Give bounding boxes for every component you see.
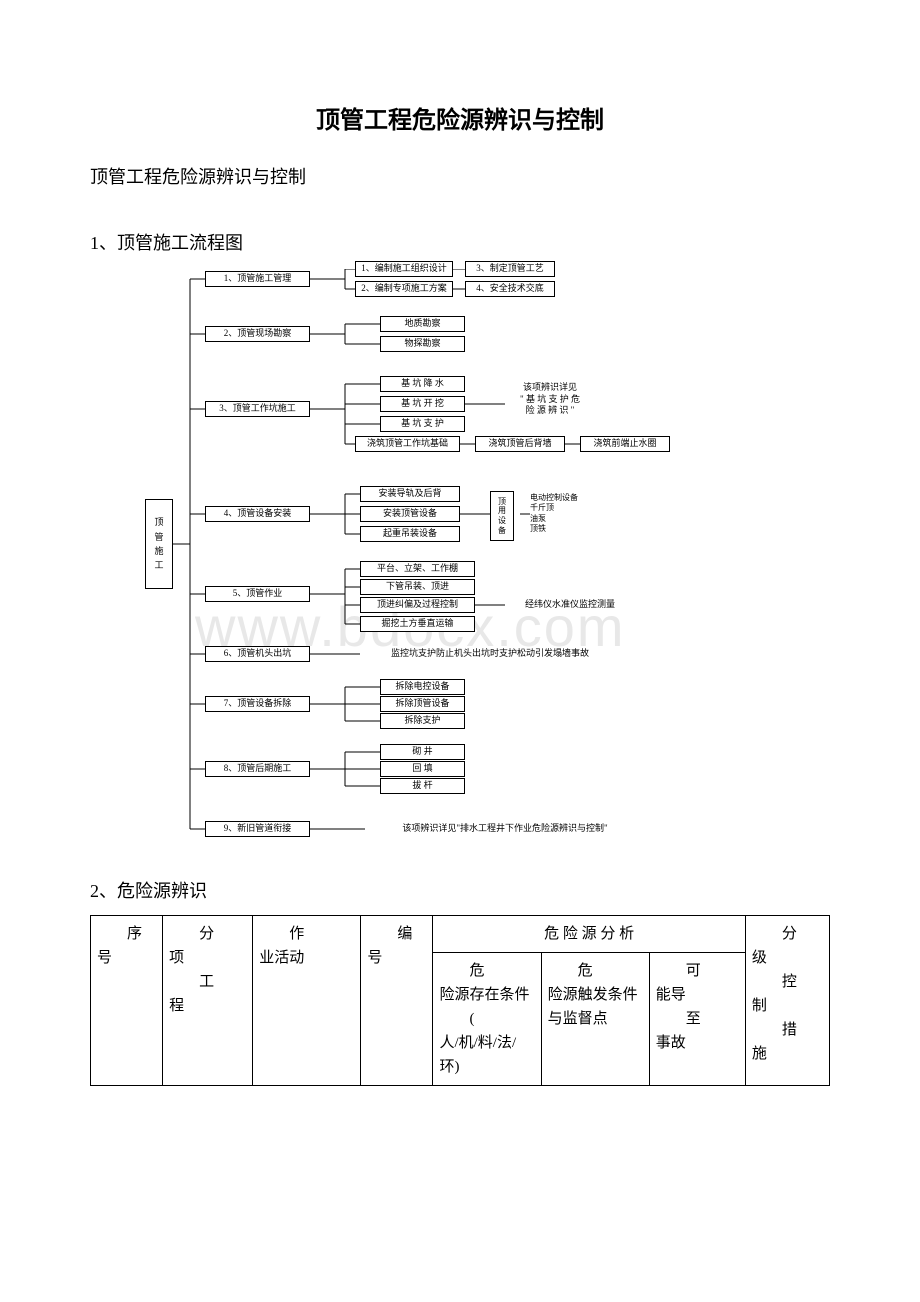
flow-root-char3: 施 <box>154 544 163 558</box>
flow-s1-b: 2、编制专项施工方案 <box>355 281 453 297</box>
th-ctl-2: 控 <box>752 970 823 994</box>
flow-s4-side-1: 顶 <box>498 497 506 507</box>
flow-s8-c: 拔 杆 <box>380 778 465 794</box>
th-cond-1: 危 <box>439 959 534 983</box>
flow-root-char1: 顶 <box>154 515 163 529</box>
th-act-1: 作 <box>259 922 354 946</box>
th-trig-1: 危 <box>548 959 643 983</box>
flow-step-2: 2、顶管现场勘察 <box>205 326 310 342</box>
flow-s5-d: 掘挖土方垂直运输 <box>360 616 475 632</box>
page-title: 顶管工程危险源辨识与控制 <box>90 100 830 135</box>
th-cond-2: ( <box>439 1007 534 1031</box>
th-ctl-3: 措 <box>752 1018 823 1042</box>
flow-s4-side-4: 备 <box>498 526 506 536</box>
flow-s4-side-3: 设 <box>498 516 506 526</box>
th-acc-2: 至 <box>656 1007 739 1031</box>
flow-step-9: 9、新旧管道衔接 <box>205 821 310 837</box>
th-code: 编号 <box>361 916 433 1086</box>
section-1-heading: 1、顶管施工流程图 <box>90 229 830 255</box>
risk-table: 序号 分项工程 作业活动 编号 危 险 源 分 析 分级控制措施 危险源存在条件… <box>90 915 830 1086</box>
flow-s1-d: 4、安全技术交底 <box>465 281 555 297</box>
flow-step-5: 5、顶管作业 <box>205 586 310 602</box>
flow-s2-a: 地质勘察 <box>380 316 465 332</box>
th-sub-2: 工 <box>169 970 246 994</box>
flow-s3-note-l2: " 基 坑 支 护 危 <box>520 394 580 404</box>
flow-s4-sidea-3: 油泵 <box>530 514 546 523</box>
th-condition: 危险源存在条件(人/机/料/法/环) <box>433 953 541 1086</box>
flow-s5-a: 平台、立架、工作棚 <box>360 561 475 577</box>
flow-s5-e: 经纬仪水准仪监控测量 <box>505 599 635 611</box>
flow-s7-b: 拆除顶管设备 <box>380 696 465 712</box>
page-subtitle: 顶管工程危险源辨识与控制 <box>90 163 830 189</box>
th-trigger: 危险源触发条件与监督点 <box>541 953 649 1086</box>
th-sub-1: 分 <box>169 922 246 946</box>
th-seq-text: 序号 <box>97 922 156 970</box>
flow-step-7: 7、顶管设备拆除 <box>205 696 310 712</box>
flow-s8-a: 砌 井 <box>380 744 465 760</box>
flow-s3-f: 浇筑前端止水圈 <box>580 436 670 452</box>
flow-s1-a: 1、编制施工组织设计 <box>355 261 453 277</box>
flow-s6-a: 监控坑支护防止机头出坑时支护松动引发塌墙事故 <box>360 648 620 660</box>
flow-s4-side-2: 用 <box>498 506 506 516</box>
flow-s1-c: 3、制定顶管工艺 <box>465 261 555 277</box>
flow-step-8: 8、顶管后期施工 <box>205 761 310 777</box>
th-ctl-1: 分 <box>752 922 823 946</box>
flow-s7-a: 拆除电控设备 <box>380 679 465 695</box>
th-code-1: 编 <box>367 922 426 946</box>
flow-s3-a: 基 坑 降 水 <box>380 376 465 392</box>
flow-s3-c: 基 坑 支 护 <box>380 416 465 432</box>
flow-s4-b: 安装顶管设备 <box>360 506 460 522</box>
flow-s3-d: 浇筑顶管工作坑基础 <box>355 436 460 452</box>
flow-step-4: 4、顶管设备安装 <box>205 506 310 522</box>
flow-s3-note: 该项辨识详见 " 基 坑 支 护 危 险 源 辨 识 " <box>505 382 595 417</box>
th-activity: 作业活动 <box>253 916 361 1086</box>
flow-s4-sidea-4: 顶铁 <box>530 524 546 533</box>
flow-s4-c: 起重吊装设备 <box>360 526 460 542</box>
th-acc-1: 可 <box>656 959 739 983</box>
flow-root-char4: 工 <box>154 558 163 572</box>
flow-s4-sidea-2: 千斤顶 <box>530 503 554 512</box>
flowchart: www.bdocx.com <box>145 269 785 849</box>
th-control: 分级控制措施 <box>745 916 829 1086</box>
th-analysis: 危 险 源 分 析 <box>433 916 745 953</box>
flow-s3-e: 浇筑顶管后背墙 <box>475 436 565 452</box>
section-2-heading: 2、危险源辨识 <box>90 877 830 903</box>
flow-s4-side: 顶 用 设 备 <box>490 491 514 541</box>
flow-s3-b: 基 坑 开 挖 <box>380 396 465 412</box>
flow-s9-a: 该项辨识详见"排水工程井下作业危险源辨识与控制" <box>365 823 645 835</box>
flow-s5-c: 顶进纠偏及过程控制 <box>360 597 475 613</box>
flow-s7-c: 拆除支护 <box>380 713 465 729</box>
flow-s8-b: 回 填 <box>380 761 465 777</box>
flow-s4-a: 安装导轨及后背 <box>360 486 460 502</box>
flow-s2-b: 物探勘察 <box>380 336 465 352</box>
flow-s4-sidea: 电动控制设备 千斤顶 油泵 顶铁 <box>530 493 600 535</box>
flow-step-6: 6、顶管机头出坑 <box>205 646 310 662</box>
flow-s3-note-l3: 险 源 辨 识 " <box>526 405 575 415</box>
th-accident: 可能导至事故 <box>649 953 745 1086</box>
table-row: 序号 分项工程 作业活动 编号 危 险 源 分 析 分级控制措施 <box>91 916 830 953</box>
flow-root-char2: 管 <box>154 530 163 544</box>
th-subproject: 分项工程 <box>163 916 253 1086</box>
flow-step-3: 3、顶管工作坑施工 <box>205 401 310 417</box>
flow-step-1: 1、顶管施工管理 <box>205 271 310 287</box>
flow-s5-b: 下管吊装、顶进 <box>360 579 475 595</box>
th-seq: 序号 <box>91 916 163 1086</box>
flow-s3-note-l1: 该项辨识详见 <box>523 382 577 392</box>
flow-root: 顶 管 施 工 <box>145 499 173 589</box>
flow-s4-sidea-1: 电动控制设备 <box>530 493 578 502</box>
